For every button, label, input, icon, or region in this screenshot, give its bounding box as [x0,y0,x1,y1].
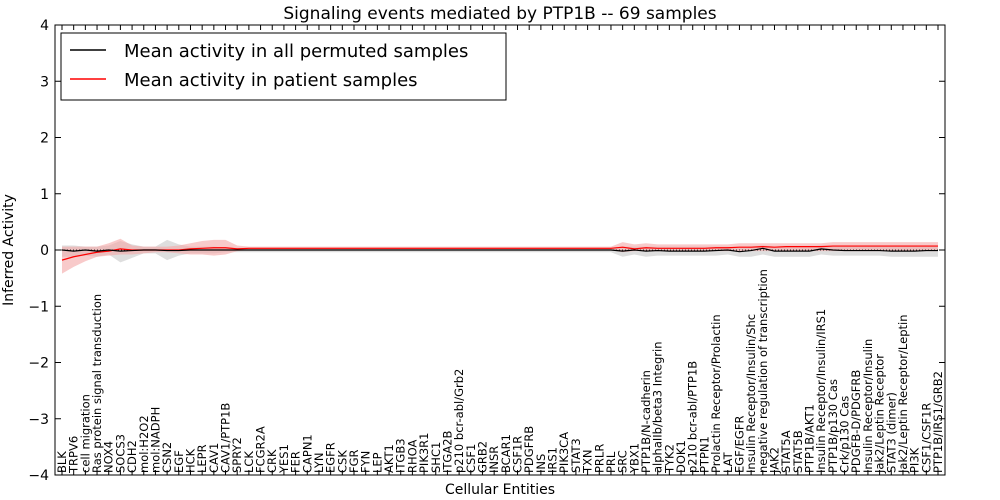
x-tick-label: CDH2 [125,440,139,473]
x-tick-label: LEPR [195,444,209,473]
x-tick-label: PTPN1 [697,436,711,473]
x-tick-label: STAT5B [791,430,805,473]
x-tick-label: Jak2/Leptin Receptor [873,354,887,474]
x-tick-label: CSK [335,450,349,473]
plot-area [55,238,945,274]
x-tick-label: CSF1/CSF1R [919,403,933,473]
x-tick-label: RHOA [405,440,419,473]
y-tick-label: −2 [28,356,49,372]
x-tick-label: ITGA2B [440,430,454,473]
y-tick-label: −3 [28,412,49,428]
x-tick-label: BLK [55,451,69,473]
x-tick-label: PI3K [908,447,922,473]
x-tick-label: AKT1 [382,444,396,473]
x-tick-label: LEP [370,452,384,473]
series-line-patient [61,245,938,261]
x-tick-label: PTP1B/N-cadherin [639,370,653,473]
x-tick-label: DOK1 [674,440,688,473]
x-tick-label: STAT3 [569,438,583,473]
x-tick-label: cell migration [78,394,92,473]
x-tick-label: YES1 [277,444,291,474]
x-tick-label: INS [534,454,548,473]
x-tick-label: CSF1 [464,444,478,473]
legend: Mean activity in all permuted samples Me… [60,32,507,101]
x-tick-label: PTP1B/AKT1 [803,404,817,473]
x-tick-label: NOX4 [102,441,116,473]
x-tick-label: PRLR [592,444,606,473]
y-tick-label: 3 [40,74,49,90]
chart-title: Signaling events mediated by PTP1B -- 69… [283,4,716,24]
legend-label-patient: Mean activity in patient samples [124,70,418,91]
x-tick-label: JAK2 [767,447,781,474]
x-tick-label: FCGR2A [254,426,268,473]
x-tick-label: SPRY2 [230,437,244,473]
x-tick-label: STAT5A [779,430,793,473]
confidence-band-permuted [62,239,938,263]
x-tick-label: EGFR [324,442,338,473]
x-tick-label: TXN [581,449,595,474]
x-tick-label: YBX1 [627,443,641,474]
x-tick-label: p210 bcr-abl/Grb2 [452,369,466,473]
legend-label-permuted: Mean activity in all permuted samples [124,41,468,62]
x-tick-label: ITGB3 [394,438,408,473]
y-tick-label: 2 [40,131,49,147]
x-tick-label: PDGFB-D/PDGFRB [849,370,863,473]
x-tick-label: TRPV6 [67,436,81,474]
x-tick-label: GRB2 [475,441,489,473]
x-tick-label: Ras protein signal transduction [90,294,104,473]
x-tick-label: PDGFRB [522,426,536,473]
x-tick-label: CAPN1 [300,434,314,473]
x-tick-label: EGF [172,450,186,473]
x-tick-label: CAV1/PTP1B [219,403,233,473]
x-tick-label: CSN2 [160,442,174,473]
x-tick-label: LYN [312,452,326,473]
x-tick-label: Jak2/Leptin Receptor/Leptin [896,315,910,474]
x-tick-label: Insulin Receptor/Insulin [861,339,875,473]
y-tick-label: −4 [28,468,49,484]
x-tick-label: Crk/p130 Cas [838,396,852,473]
legend-box [60,32,507,101]
x-tick-label: SRC [616,450,630,473]
x-tick-label: PTP1B/p130 Cas [826,379,840,473]
y-tick-label: 0 [40,243,49,259]
x-tick-label: PRL [604,451,618,473]
y-tick-label: −1 [28,299,49,315]
x-tick-label: CRK [265,449,279,473]
x-tick-label: LAT [721,451,735,473]
x-tick-label: PIK3R1 [417,433,431,474]
x-tick-label: HCK [183,448,197,473]
y-axis: −4 −3 −2 −1 0 1 2 3 4 [28,18,945,484]
x-tick-label: FER [289,451,303,473]
x-tick-label: mol:H2O2 [137,415,151,473]
x-tick-label: STAT3 (dimer) [884,392,898,473]
x-tick-label: TYK2 [662,444,676,474]
x-tick-label: SHC1 [429,442,443,473]
x-tick-label: SOCS3 [113,434,127,473]
y-axis-title: Inferred Activity [1,194,17,306]
x-tick-label: PIK3CA [557,432,571,473]
x-tick-label: mol:NADPH [148,407,162,473]
x-tick-label: CSF1R [511,436,525,473]
x-tick-label: INSR [487,446,501,473]
x-tick-label: FYN [359,451,373,473]
x-axis-title: Cellular Entities [445,482,555,498]
x-tick-label: PTP1B/IRS1/GRB2 [931,371,945,473]
x-tick-label: FGR [347,449,361,473]
x-tick-label: Insulin Receptor/Insulin/IRS1 [814,309,828,473]
x-tick-label: BCAR1 [499,434,513,473]
x-tick-label: IRS1 [546,447,560,473]
x-tick-label: EGF/EGFR [732,416,746,473]
y-tick-label: 4 [40,18,49,34]
x-tick-label: alphaIIb/beta3 Integrin [651,341,665,473]
x-tick-label: negative regulation of transcription [756,269,770,473]
x-tick-label: Prolactin Receptor/Prolactin [709,314,723,473]
x-tick-label: LCK [242,451,256,473]
x-tick-label: p210 bcr-abl/PTP1B [686,361,700,473]
x-tick-label: CAV1 [207,443,221,473]
series-line-permuted [61,247,938,253]
y-tick-label: 1 [40,187,49,203]
x-tick-label: Insulin Receptor/Insulin/Shc [744,314,758,473]
